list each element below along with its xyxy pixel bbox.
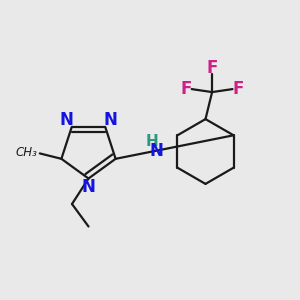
Text: N: N: [82, 178, 95, 196]
Text: CH₃: CH₃: [16, 146, 38, 159]
Text: F: F: [206, 58, 218, 76]
Text: F: F: [233, 80, 244, 98]
Text: F: F: [180, 80, 191, 98]
Text: N: N: [150, 142, 164, 160]
Text: N: N: [59, 111, 74, 129]
Text: H: H: [146, 134, 159, 149]
Text: N: N: [103, 111, 118, 129]
